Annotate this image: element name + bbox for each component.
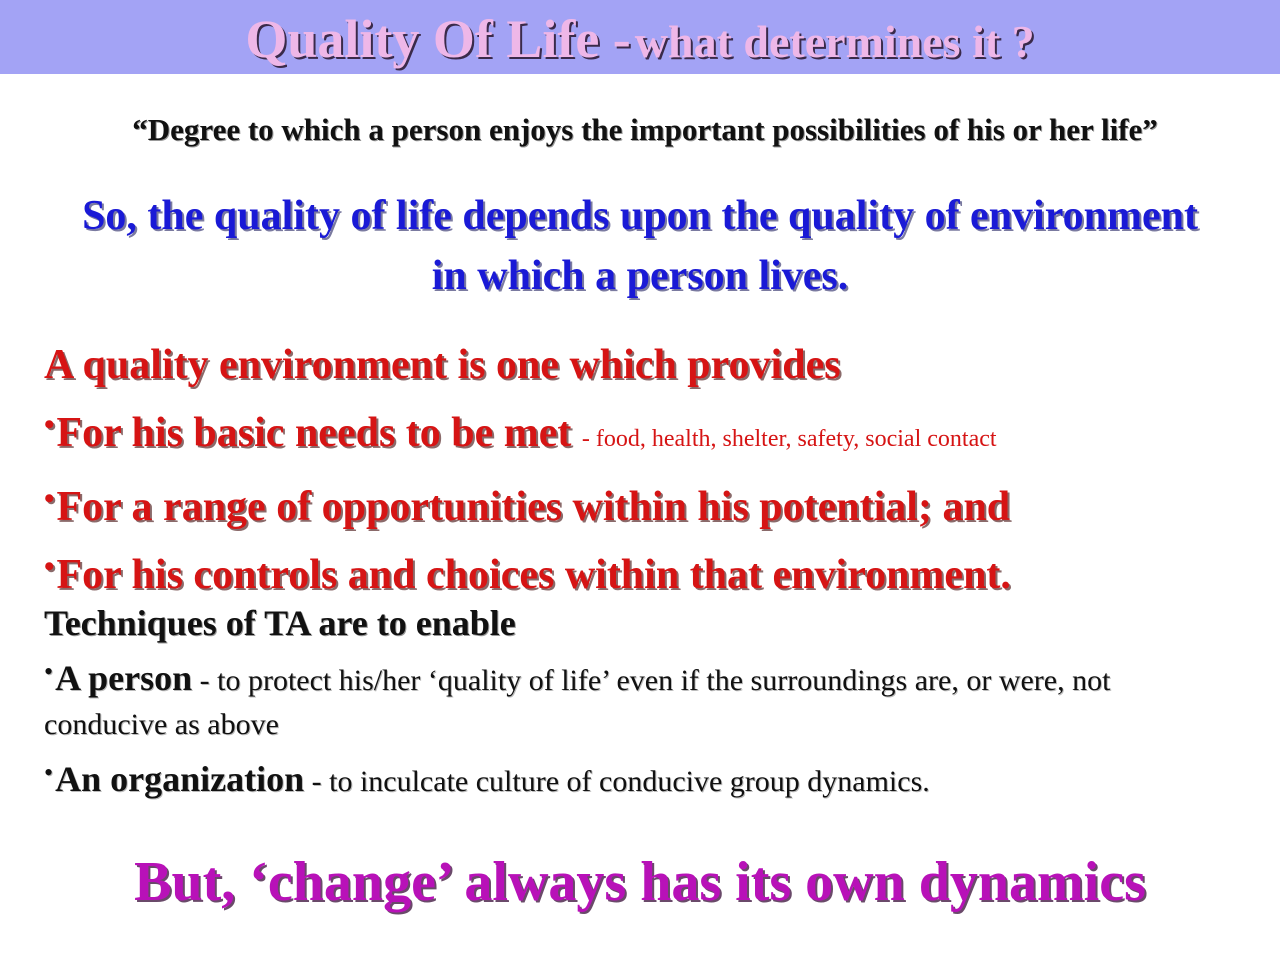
environment-item: •For his basic needs to be met - food, h… <box>44 395 1264 469</box>
techniques-item-lead: A person <box>55 658 193 698</box>
title-main: Quality Of Life - <box>245 9 631 69</box>
bullet-icon: • <box>44 657 54 686</box>
environment-item: •For his controls and choices within tha… <box>44 537 1264 605</box>
title-subtitle: what determines it ? <box>634 16 1035 67</box>
environment-item: •For a range of opportunities within his… <box>44 469 1264 537</box>
bullet-icon: • <box>44 550 55 583</box>
techniques-item: •An organization - to inculcate culture … <box>44 751 1234 804</box>
conclusion-statement: So, the quality of life depends upon the… <box>82 193 1198 299</box>
bullet-icon: • <box>44 482 55 515</box>
techniques-item-text: - to inculcate culture of conducive grou… <box>311 765 930 798</box>
environment-heading: A quality environment is one which provi… <box>44 342 841 388</box>
environment-section: A quality environment is one which provi… <box>44 335 1264 605</box>
techniques-item-lead: An organization <box>55 759 305 799</box>
environment-item-text: For his basic needs to be met <box>56 410 572 456</box>
techniques-item-text: - to protect his/her ‘quality of life’ e… <box>44 664 1111 741</box>
environment-item-text: For a range of opportunities within his … <box>56 484 1011 530</box>
bullet-icon: • <box>44 408 55 441</box>
definition-quote: “Degree to which a person enjoys the imp… <box>132 112 1158 147</box>
bullet-icon: • <box>44 758 54 787</box>
environment-item-note: - food, health, shelter, safety, social … <box>581 426 997 452</box>
environment-item-text: For his controls and choices within that… <box>56 552 1011 598</box>
closing-statement: But, ‘change’ always has its own dynamic… <box>134 851 1146 913</box>
techniques-item: •A person - to protect his/her ‘quality … <box>44 650 1234 747</box>
techniques-heading: Techniques of TA are to enable <box>44 603 516 643</box>
techniques-section: Techniques of TA are to enable •A person… <box>44 600 1234 804</box>
slide-title: Quality Of Life - what determines it ? <box>0 8 1280 70</box>
title-bar <box>0 0 1280 74</box>
